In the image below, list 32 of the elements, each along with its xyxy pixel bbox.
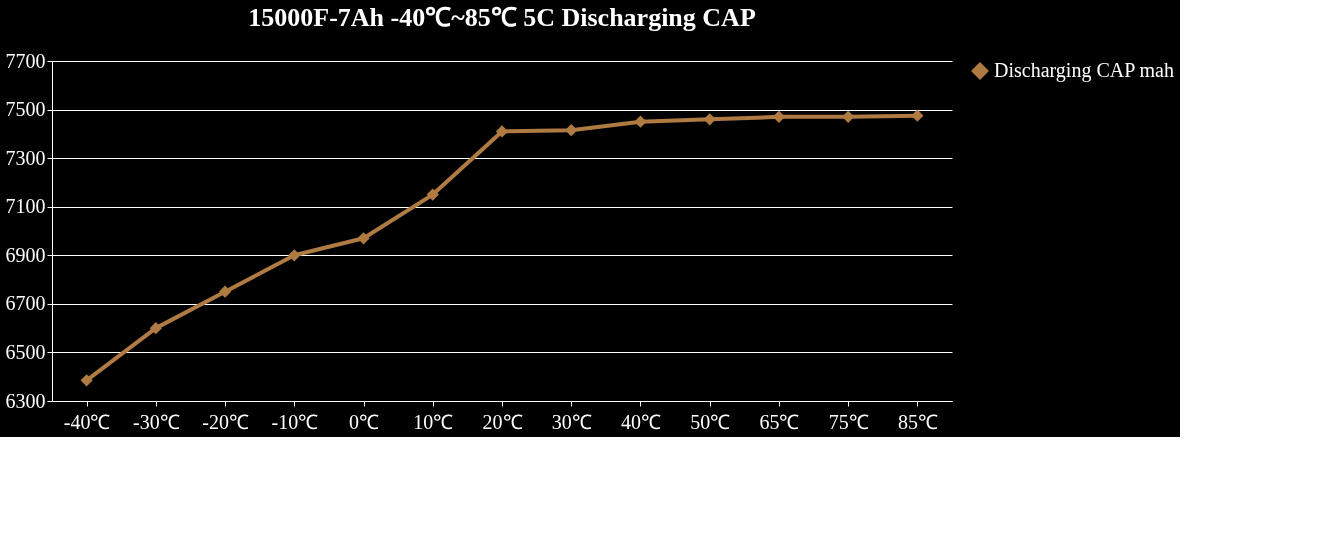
point <box>772 110 786 123</box>
point <box>426 188 439 201</box>
y-tick-label: 6500 <box>5 340 46 363</box>
x-tick-label: 20℃ <box>482 410 523 433</box>
y-tick-label: 7100 <box>5 195 46 218</box>
x-tick-label: 0℃ <box>349 410 380 433</box>
x-tick-label: -40℃ <box>63 410 111 433</box>
point <box>149 322 162 335</box>
chart-title: 15000F-7Ah -40℃~85℃ 5C Discharging CAP <box>248 3 756 32</box>
y-tick-label: 7500 <box>5 98 46 121</box>
x-tick-label: 10℃ <box>413 410 454 433</box>
x-tick-label: 75℃ <box>828 410 869 433</box>
y-tick-label: 7300 <box>5 146 46 169</box>
x-tick-label: 40℃ <box>620 410 661 433</box>
point <box>218 285 232 298</box>
y-tick-label: 6300 <box>5 389 46 412</box>
point <box>565 124 578 137</box>
legend-label: Discharging CAP mah <box>994 59 1174 82</box>
x-tick-label: 50℃ <box>690 410 731 433</box>
y-tick-label: 6900 <box>5 243 46 266</box>
y-tick-label: 7700 <box>5 49 46 72</box>
x-tick-label: -30℃ <box>133 410 180 433</box>
x-tick-label: -20℃ <box>202 410 249 433</box>
point <box>495 125 509 138</box>
x-tick-label: 30℃ <box>551 410 592 433</box>
x-tick-label: 85℃ <box>897 410 938 433</box>
point <box>288 249 301 262</box>
x-tick-label: 65℃ <box>759 410 800 433</box>
x-tick-label: -10℃ <box>271 410 319 433</box>
point <box>357 232 370 245</box>
y-tick-label: 6700 <box>5 292 46 315</box>
point <box>80 374 93 387</box>
